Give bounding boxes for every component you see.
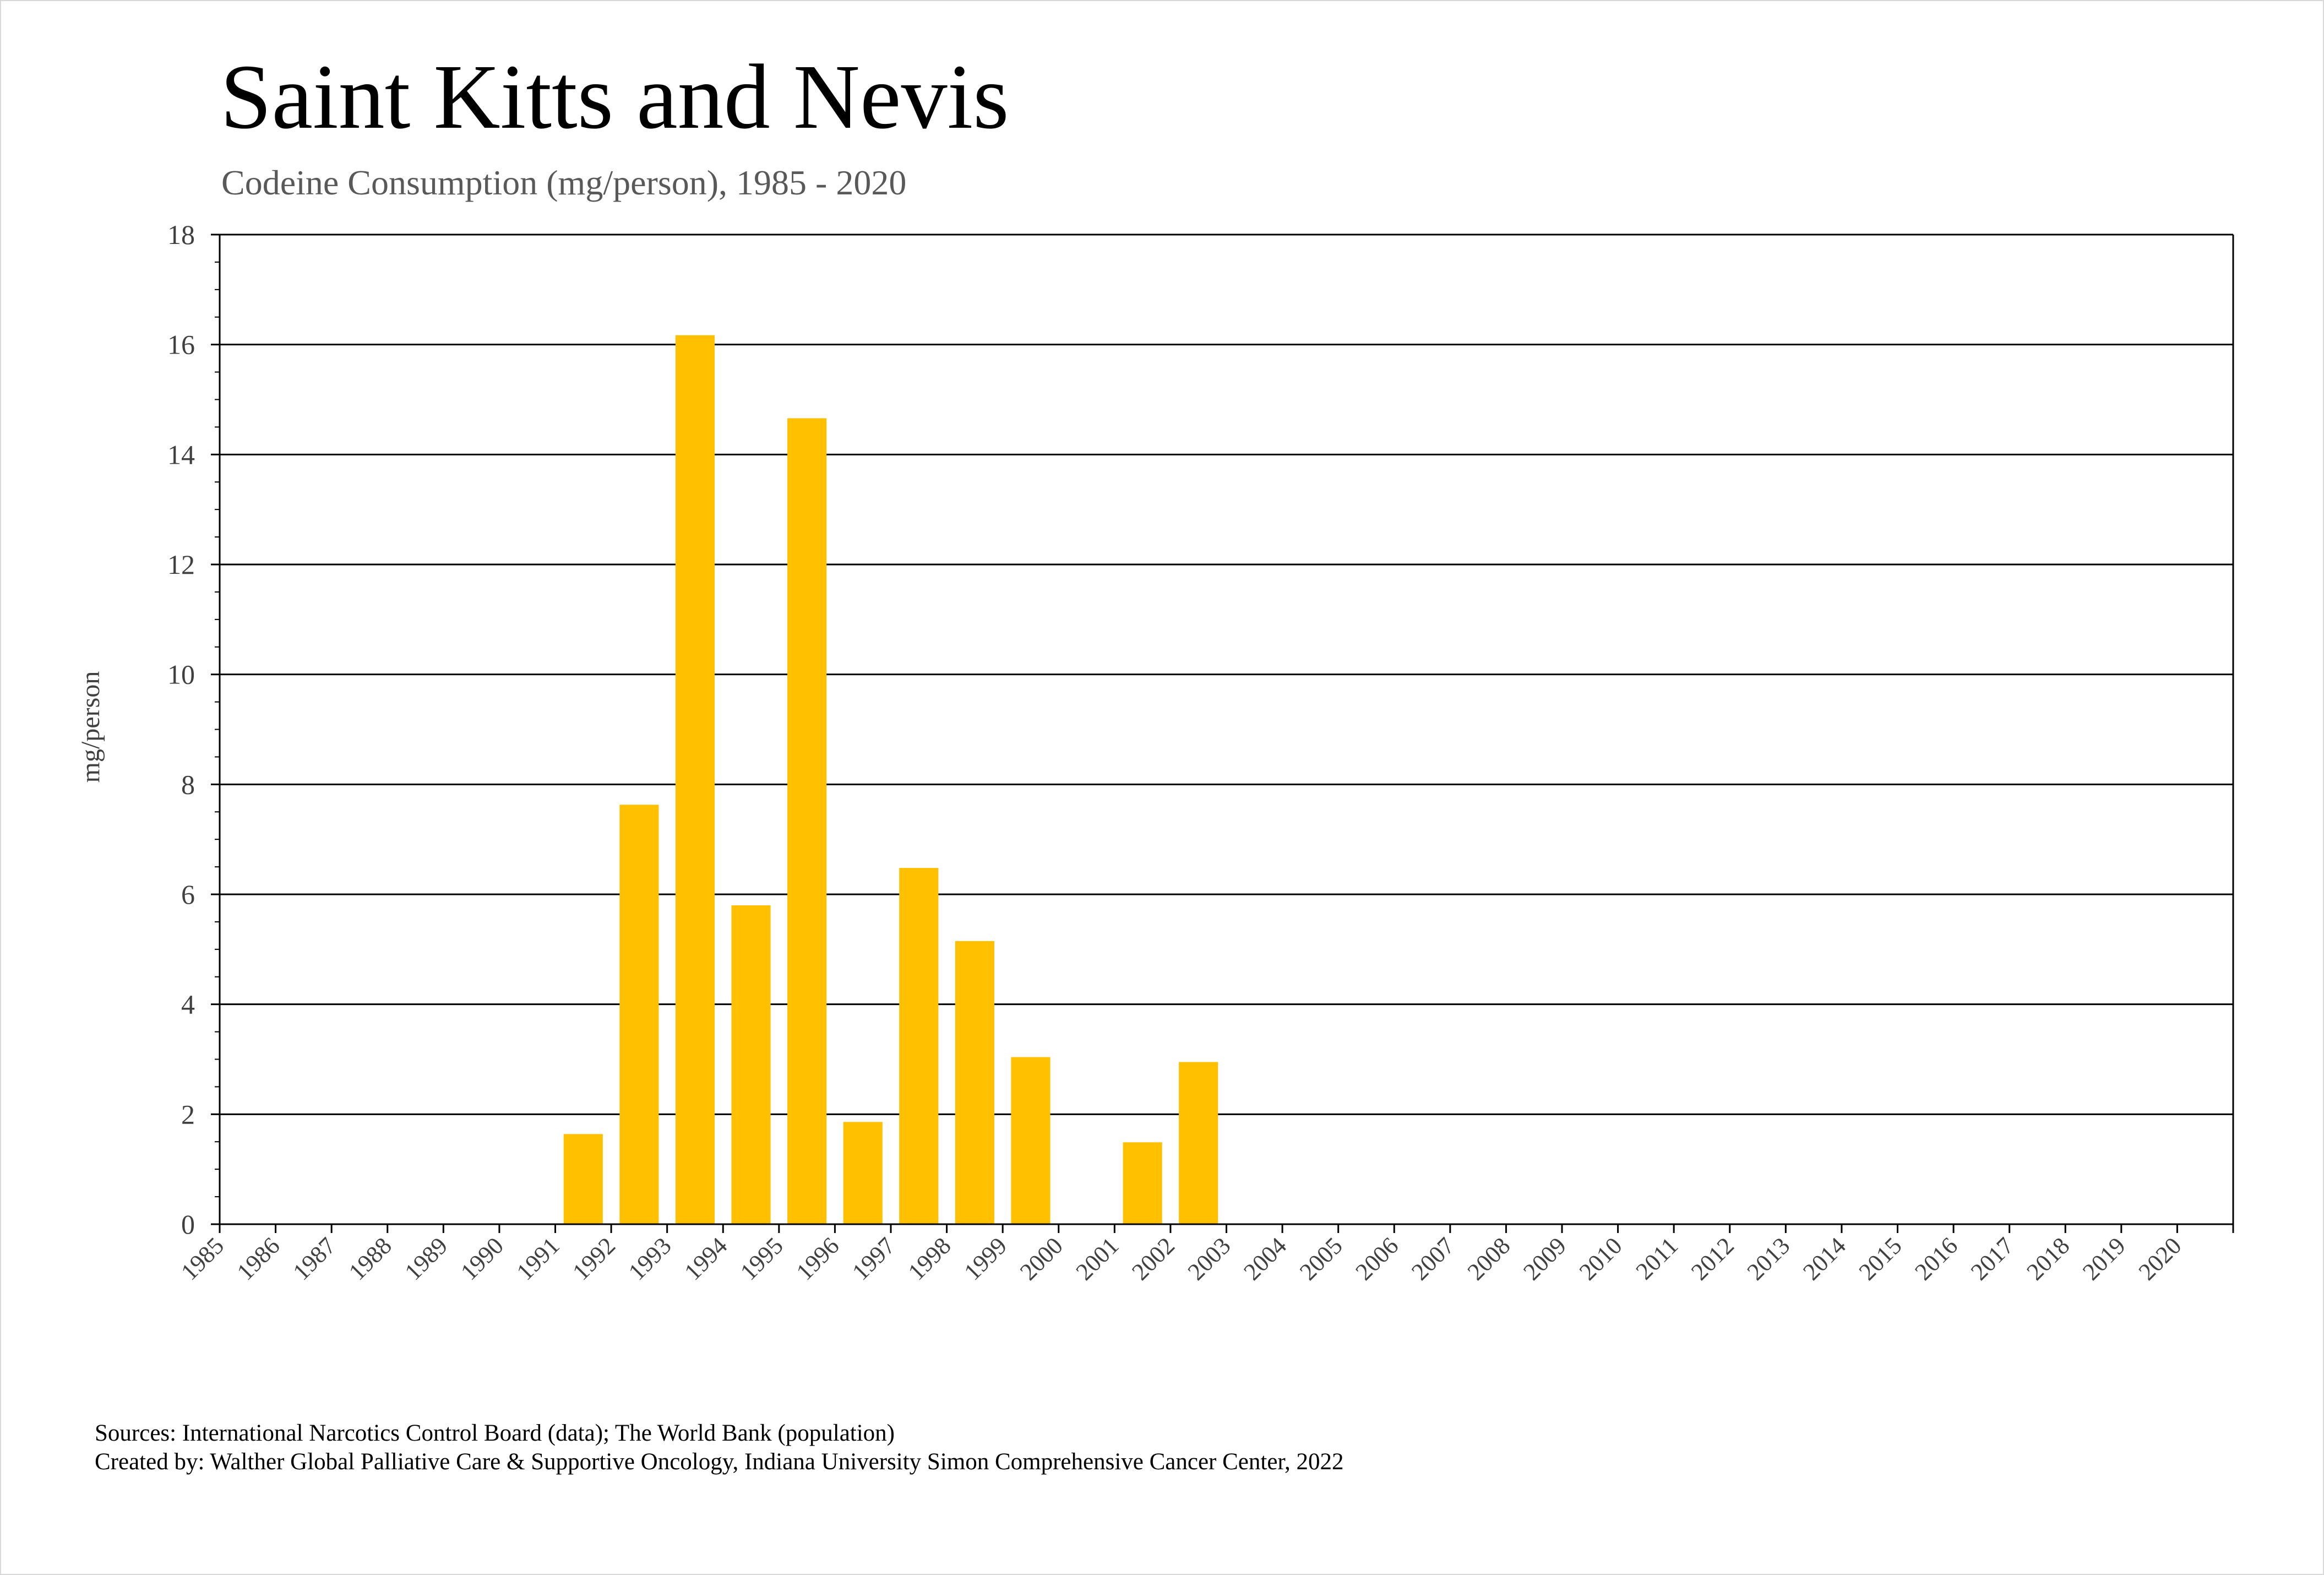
- y-tick-label: 10: [167, 659, 195, 690]
- x-tick-label: 1998: [903, 1232, 956, 1285]
- x-tick-label: 2000: [1015, 1232, 1068, 1285]
- bars: [563, 335, 1218, 1224]
- bar-2001: [1123, 1142, 1162, 1224]
- bar-1997: [899, 868, 939, 1224]
- x-tick-label: 2017: [1966, 1232, 2019, 1285]
- y-tick-label: 6: [181, 879, 195, 910]
- x-tick-label: 2002: [1126, 1232, 1180, 1285]
- chart-subtitle: Codeine Consumption (mg/person), 1985 - …: [221, 163, 907, 202]
- bar-1996: [843, 1122, 883, 1224]
- x-tick-label: 2019: [2077, 1232, 2131, 1285]
- x-tick-label: 1987: [287, 1232, 341, 1285]
- bar-1993: [675, 335, 715, 1224]
- axes: [211, 233, 2234, 1233]
- bar-1995: [787, 418, 827, 1224]
- x-tick-label: 1988: [344, 1232, 397, 1285]
- x-tick-labels: 1985 1986 1987 1988 1989 1990 1991 1992 1993 1994…: [176, 1232, 2186, 1285]
- y-tick-label: 12: [167, 549, 195, 580]
- y-tick-labels: 0 2 4 6 8 10 12 14 16 18: [167, 219, 195, 1240]
- x-tick-label: 2020: [2133, 1232, 2187, 1285]
- y-tick-label: 16: [167, 329, 195, 360]
- x-tick-label: 2005: [1294, 1232, 1348, 1285]
- x-tick-label: 1997: [847, 1232, 900, 1285]
- x-tick-label: 2012: [1686, 1232, 1739, 1285]
- x-tick-label: 1995: [735, 1232, 788, 1285]
- x-tick-label: 1985: [176, 1232, 229, 1285]
- x-tick-label: 2004: [1238, 1232, 1292, 1285]
- x-tick-label: 2015: [1854, 1232, 1907, 1285]
- sources-note: Sources: International Narcotics Control…: [95, 1420, 895, 1446]
- x-tick-label: 2016: [1909, 1232, 1963, 1285]
- x-tick-label: 1990: [455, 1232, 509, 1285]
- x-tick-label: 2011: [1631, 1232, 1684, 1285]
- bar-2002: [1179, 1062, 1218, 1224]
- x-tick-label: 2018: [2021, 1232, 2075, 1285]
- bar-1994: [731, 905, 771, 1224]
- x-tick-label: 1993: [623, 1232, 677, 1285]
- x-tick-label: 2007: [1406, 1232, 1460, 1285]
- y-tick-label: 0: [181, 1209, 195, 1240]
- bar-1999: [1011, 1057, 1051, 1224]
- chart-title: Saint Kitts and Nevis: [220, 46, 1009, 148]
- bar-1991: [563, 1134, 603, 1224]
- y-tick-label: 2: [181, 1099, 195, 1129]
- gridlines: [220, 233, 2233, 1115]
- bar-1998: [955, 941, 994, 1224]
- y-tick-label: 14: [167, 439, 195, 470]
- y-tick-label: 4: [181, 989, 195, 1020]
- x-tick-label: 1994: [679, 1232, 732, 1285]
- y-axis-label: mg/person: [76, 671, 105, 783]
- x-tick-label: 2008: [1462, 1232, 1516, 1285]
- x-tick-label: 2001: [1071, 1232, 1124, 1285]
- x-tick-label: 2013: [1742, 1232, 1795, 1285]
- x-tick-label: 1996: [791, 1232, 845, 1285]
- x-tick-label: 1992: [567, 1232, 621, 1285]
- x-tick-label: 2014: [1798, 1232, 1851, 1285]
- y-tick-label: 18: [167, 219, 195, 250]
- x-tick-label: 1986: [232, 1232, 285, 1285]
- y-tick-label: 8: [181, 769, 195, 800]
- bar-1992: [619, 805, 659, 1224]
- x-tick-label: 2009: [1518, 1232, 1571, 1285]
- x-tick-label: 2010: [1574, 1232, 1628, 1285]
- x-tick-label: 2006: [1350, 1232, 1403, 1285]
- x-tick-label: 1991: [511, 1232, 565, 1285]
- x-tick-label: 2003: [1183, 1232, 1236, 1285]
- x-tick-label: 1999: [959, 1232, 1012, 1285]
- x-tick-label: 1989: [400, 1232, 453, 1285]
- created-by-note: Created by: Walther Global Palliative Ca…: [95, 1449, 1344, 1475]
